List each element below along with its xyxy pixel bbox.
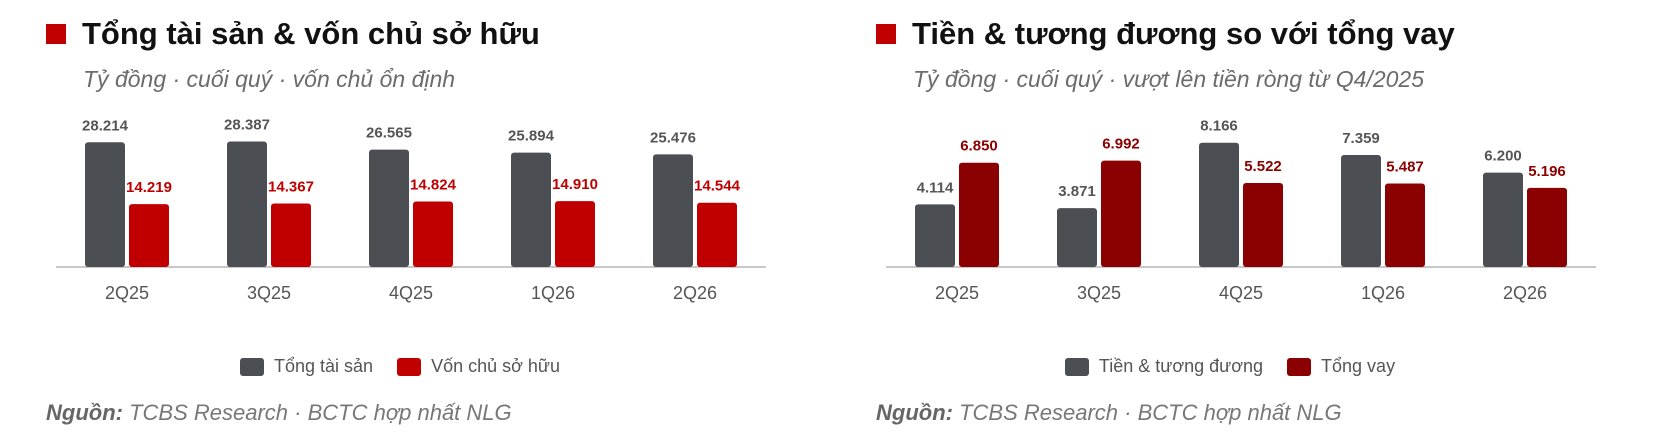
data-label: 25.894 [508,128,555,145]
source-note: Nguồn: TCBS Research · BCTC hợp nhất NLG [876,400,1342,426]
x-tick-label: 2Q26 [1503,283,1547,303]
data-label: 3.871 [1058,183,1096,200]
legend-swatch [397,357,422,376]
bar-series-1 [915,204,955,267]
data-label: 6.992 [1102,136,1140,153]
data-label: 5.196 [1528,163,1566,180]
bar-series-2 [1101,160,1141,267]
data-label: 25.476 [650,129,696,146]
bar-series-1 [227,141,267,267]
x-tick-label: 3Q25 [247,283,291,303]
bar-series-1 [653,154,693,267]
bar-series-1 [369,149,409,267]
source-text: TCBS Research · BCTC hợp nhất NLG [129,400,512,425]
data-label: 7.359 [1342,130,1380,147]
chart-legend: Tiền & tương đương Tổng vay [830,356,1630,377]
bar-series-2 [1527,187,1567,267]
x-tick-label: 1Q26 [531,283,575,303]
chart-title: Tổng tài sản & vốn chủ sở hữu [82,16,540,51]
bar-series-1 [85,142,125,267]
bar-series-2 [1243,182,1283,267]
data-label: 26.565 [366,125,412,142]
bar-series-2 [959,162,999,267]
source-text: TCBS Research · BCTC hợp nhất NLG [959,400,1342,425]
data-label: 14.219 [126,179,172,196]
x-tick-label: 1Q26 [1361,283,1405,303]
x-tick-label: 4Q25 [1219,283,1263,303]
x-tick-label: 4Q25 [389,283,433,303]
bar-series-1 [1199,142,1239,267]
data-label: 14.544 [694,178,741,195]
title-row: Tiền & tương đương so với tổng vay [876,14,1455,54]
legend-item-cash: Tiền & tương đương [1064,356,1264,377]
bar-series-2 [129,204,169,267]
legend-swatch [1064,357,1089,376]
legend-label: Tổng tài sản [274,356,374,376]
legend-label: Tiền & tương đương [1098,356,1264,376]
legend-label: Tổng vay [1321,356,1396,376]
bar-series-1 [1057,208,1097,267]
bar-chart-assets-equity: 28.214 14.219 2Q25 28.387 14.367 3Q25 26.565 14… [56,117,766,303]
data-label: 14.910 [552,176,598,193]
data-label: 8.166 [1200,118,1238,135]
panel-cash-vs-debt: Tiền & tương đương so với tổng vay Tỷ đồ… [830,0,1630,448]
bar-chart-cash-debt: 4.114 6.850 2Q25 3.871 6.992 3Q25 8.166 5.522 4Q… [886,118,1596,303]
chart-legend: Tổng tài sản Vốn chủ sở hữu [0,356,800,377]
data-label: 6.200 [1484,148,1522,165]
bar-series-2 [271,203,311,267]
source-note: Nguồn: TCBS Research · BCTC hợp nhất NLG [46,400,512,426]
chart-subtitle: Tỷ đồng · cuối quý · vốn chủ ổn định [83,66,456,92]
legend-item-equity: Vốn chủ sở hữu [397,356,560,377]
legend-label: Vốn chủ sở hữu [431,356,560,376]
data-label: 28.387 [224,117,270,134]
bar-series-2 [413,201,453,267]
title-marker-square [46,24,66,44]
x-tick-label: 2Q25 [935,283,979,303]
bar-series-1 [1341,154,1381,267]
data-label: 6.850 [960,138,998,155]
chart-title: Tiền & tương đương so với tổng vay [912,16,1455,51]
legend-item-total-assets: Tổng tài sản [240,356,373,377]
bar-series-2 [555,201,595,267]
bar-series-1 [1483,172,1523,267]
source-label: Nguồn: [46,400,123,425]
x-tick-label: 2Q25 [105,283,149,303]
bar-series-1 [511,152,551,267]
bar-series-2 [1385,183,1425,267]
panel-total-assets-equity: Tổng tài sản & vốn chủ sở hữu Tỷ đồng · … [0,0,800,448]
x-tick-label: 2Q26 [673,283,717,303]
title-row: Tổng tài sản & vốn chủ sở hữu [46,14,540,54]
x-tick-label: 3Q25 [1077,283,1121,303]
data-label: 14.367 [268,179,314,196]
legend-item-total-debt: Tổng vay [1287,356,1395,377]
data-label: 5.487 [1386,158,1424,175]
bar-series-2 [697,202,737,267]
title-marker-square [876,24,896,44]
data-label: 28.214 [82,117,129,134]
data-label: 4.114 [917,179,954,196]
data-label: 14.824 [410,176,457,193]
source-label: Nguồn: [876,400,953,425]
legend-swatch [1287,357,1312,376]
chart-subtitle: Tỷ đồng · cuối quý · vượt lên tiền ròng … [913,66,1424,92]
legend-swatch [240,357,264,376]
data-label: 5.522 [1244,158,1282,175]
